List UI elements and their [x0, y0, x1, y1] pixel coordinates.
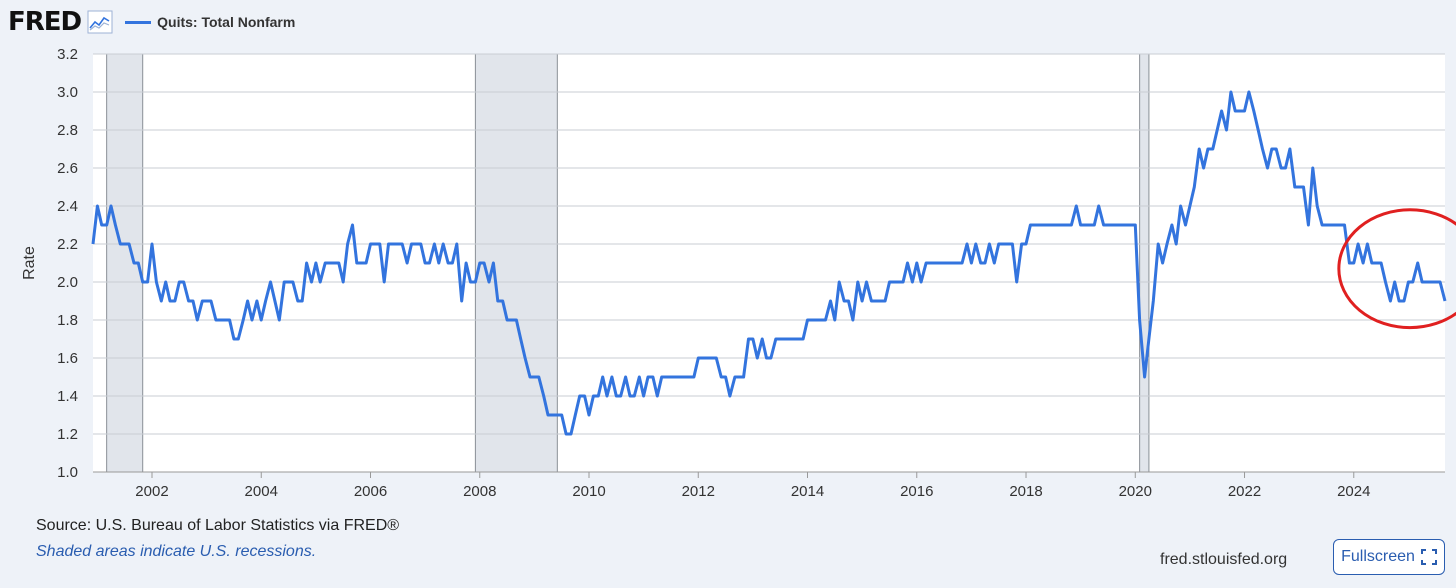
x-tick-label: 2024 [1337, 483, 1370, 500]
plot-area [93, 54, 1445, 472]
legend-label: Quits: Total Nonfarm [157, 14, 296, 30]
y-tick-label: 1.2 [57, 426, 78, 443]
x-tick-label: 2006 [354, 483, 387, 500]
x-tick-label: 2014 [791, 483, 824, 500]
y-tick-label: 3.2 [57, 46, 78, 63]
x-tick-label: 2018 [1009, 483, 1042, 500]
site-url[interactable]: fred.stlouisfed.org [1160, 551, 1288, 568]
x-tick-label: 2020 [1119, 483, 1152, 500]
fullscreen-button[interactable]: Fullscreen [1333, 539, 1445, 575]
legend[interactable]: Quits: Total Nonfarm [125, 14, 295, 30]
source-note: Source: U.S. Bureau of Labor Statistics … [36, 517, 400, 534]
annotation-circle [1337, 208, 1456, 330]
x-tick-label: 2004 [245, 483, 278, 500]
x-tick-label: 2016 [900, 483, 933, 500]
y-axis-label: Rate [21, 246, 38, 280]
recession-band [475, 54, 558, 472]
chart: 1.0 1.2 1.4 1.6 1.8 2.0 2.2 2.4 2.6 2.8 3.0 3.2 200… [21, 46, 1456, 500]
chart-header: FRED Quits: Total Nonfarm [8, 6, 295, 38]
x-tick-label: 2008 [463, 483, 496, 500]
x-tick-label: 2010 [572, 483, 605, 500]
fullscreen-icon [1420, 549, 1437, 565]
y-tick-label: 1.6 [57, 350, 78, 367]
line-graph-icon [87, 10, 113, 34]
y-tick-label: 2.2 [57, 236, 78, 253]
y-tick-label: 1.4 [57, 388, 78, 405]
recession-band [1139, 54, 1149, 472]
y-tick-label: 2.0 [57, 274, 78, 291]
x-tick-label: 2012 [682, 483, 715, 500]
x-tick-label: 2022 [1228, 483, 1261, 500]
legend-swatch [125, 20, 152, 24]
y-tick-label: 2.8 [57, 122, 78, 139]
y-tick-label: 1.0 [57, 464, 78, 481]
y-tick-label: 3.0 [57, 84, 78, 101]
fred-logo[interactable]: FRED [8, 7, 82, 37]
y-tick-label: 2.4 [57, 198, 78, 215]
fullscreen-label: Fullscreen [1341, 548, 1415, 565]
x-tick-label: 2002 [135, 483, 168, 500]
recession-note: Shaded areas indicate U.S. recessions. [36, 543, 317, 560]
y-tick-label: 2.6 [57, 160, 78, 177]
y-tick-label: 1.8 [57, 312, 78, 329]
series-line[interactable] [91, 90, 1447, 436]
